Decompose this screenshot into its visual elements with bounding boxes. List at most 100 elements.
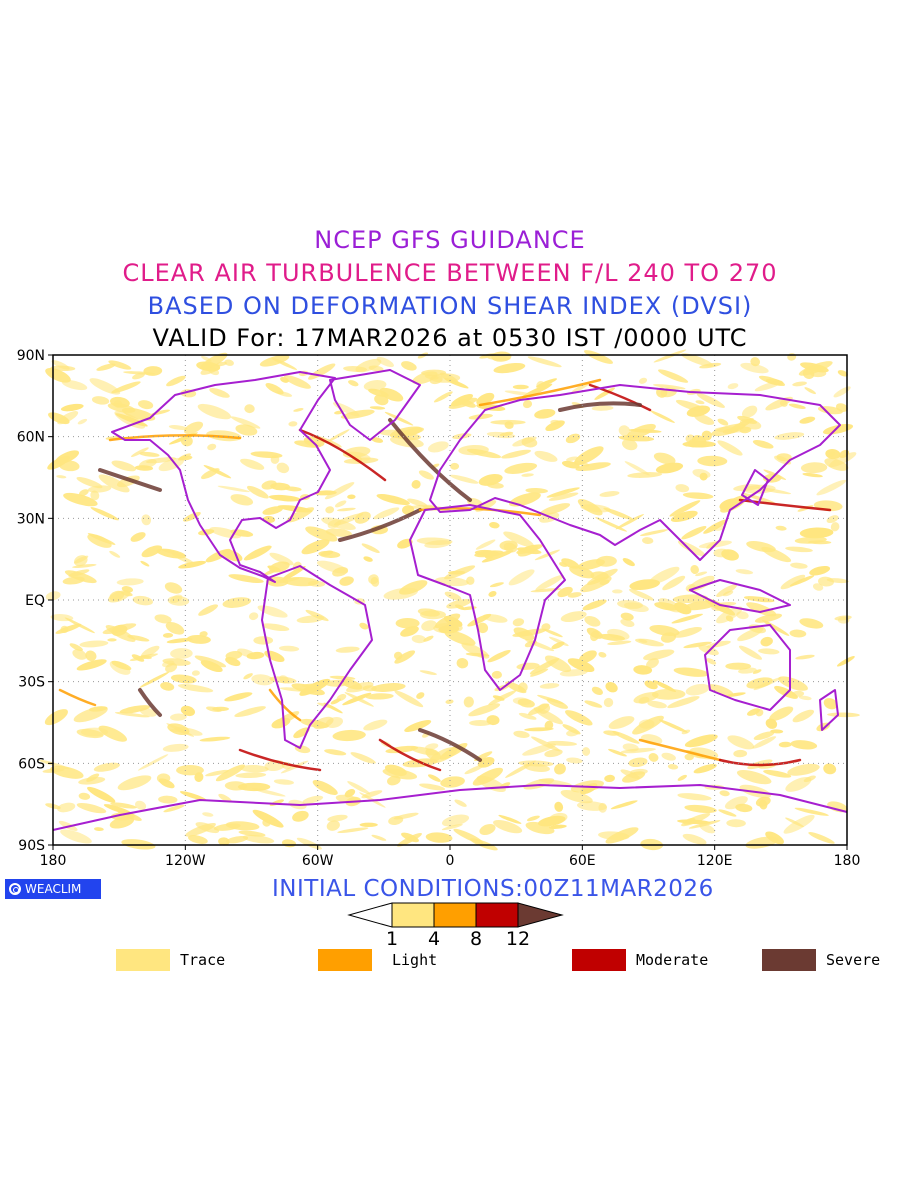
trace-patch	[770, 729, 784, 734]
trace-patch	[430, 373, 461, 383]
trace-patch	[755, 709, 764, 717]
trace-patch	[139, 671, 170, 688]
trace-patch	[534, 549, 561, 561]
coast-new-zealand	[819, 689, 839, 731]
trace-patch	[452, 433, 472, 440]
trace-patch	[529, 658, 560, 675]
trace-patch	[608, 716, 635, 730]
trace-patch	[752, 439, 774, 449]
trace-patch	[76, 802, 107, 814]
trace-patch	[683, 641, 712, 649]
trace-patch	[425, 832, 453, 843]
trace-patch	[280, 376, 289, 383]
trace-patch	[400, 626, 419, 637]
trace-patch	[348, 380, 359, 387]
trace-patch	[690, 564, 699, 575]
trace-patch	[713, 548, 730, 558]
trace-patch	[775, 525, 787, 531]
colorbar-low-arrow	[347, 902, 393, 928]
jet-streak	[418, 728, 482, 762]
trace-patch	[239, 764, 269, 773]
trace-patch	[371, 437, 384, 443]
trace-patch	[544, 655, 572, 673]
trace-patch	[288, 421, 298, 427]
trace-patch	[753, 731, 775, 741]
trace-patch	[224, 359, 234, 366]
trace-patch	[387, 775, 401, 786]
weaclim-logo: WEACLIM	[5, 879, 101, 899]
trace-patch	[202, 812, 214, 817]
trace-patch	[243, 545, 272, 561]
trace-patch	[765, 718, 778, 729]
trace-patch	[87, 534, 112, 548]
trace-patch	[557, 586, 573, 598]
trace-patch	[440, 776, 465, 788]
trace-patch	[416, 692, 425, 699]
trace-patch	[316, 560, 349, 574]
trace-patch	[234, 706, 266, 718]
trace-patch	[651, 688, 686, 700]
trace-patch	[827, 712, 860, 718]
trace-patch	[427, 441, 449, 453]
trace-patch	[487, 649, 511, 663]
trace-patch	[293, 727, 310, 739]
trace-patch	[312, 780, 338, 795]
trace-patch	[684, 734, 718, 748]
trace-patch	[527, 356, 562, 368]
trace-patch	[699, 472, 708, 481]
trace-patch	[247, 485, 269, 499]
trace-patch	[453, 828, 484, 844]
trace-patch	[837, 370, 849, 377]
trace-patch	[517, 698, 535, 708]
trace-patch	[658, 369, 689, 383]
trace-patch	[725, 662, 752, 670]
trace-patch	[699, 362, 722, 369]
trace-patch	[273, 779, 294, 785]
trace-patch	[250, 451, 283, 459]
trace-patch	[577, 559, 606, 570]
trace-patch	[376, 494, 410, 505]
trace-patch	[695, 571, 708, 577]
trace-patch	[188, 835, 208, 844]
trace-patch	[621, 438, 638, 451]
trace-patch	[672, 594, 708, 603]
trace-patch	[512, 618, 525, 627]
trace-patch	[116, 578, 144, 586]
trace-patch	[573, 446, 604, 466]
trace-patch	[695, 400, 705, 405]
trace-patch	[109, 590, 125, 601]
trace-patch	[778, 676, 808, 691]
trace-patch	[504, 462, 538, 474]
trace-patch	[724, 796, 748, 810]
trace-patch	[240, 458, 265, 470]
colorbar-tick-label: 8	[469, 928, 483, 950]
trace-patch	[584, 615, 601, 627]
trace-patch	[195, 822, 220, 834]
trace-patch	[591, 405, 614, 411]
trace-patch	[535, 574, 564, 591]
trace-patch	[521, 437, 538, 448]
trace-patch	[799, 416, 816, 424]
trace-patch	[424, 540, 452, 549]
trace-patch	[325, 716, 344, 729]
trace-patch	[706, 658, 717, 665]
trace-patch	[262, 818, 271, 827]
trace-patch	[524, 727, 554, 732]
coast-south-america	[261, 565, 373, 749]
trace-patch	[108, 360, 132, 370]
trace-patch	[569, 565, 595, 579]
trace-patch	[548, 812, 568, 824]
jet-streak	[738, 498, 832, 512]
trace-patch	[638, 719, 655, 729]
trace-patch	[340, 409, 375, 419]
trace-patch	[411, 634, 426, 644]
trace-patch	[324, 749, 347, 756]
trace-patch	[629, 579, 660, 590]
trace-patch	[671, 613, 703, 624]
trace-patch	[450, 462, 460, 470]
trace-patch	[162, 632, 174, 638]
trace-patch	[292, 810, 309, 822]
coast-japan	[741, 469, 769, 506]
trace-patch	[669, 500, 701, 517]
trace-patch	[60, 829, 92, 844]
